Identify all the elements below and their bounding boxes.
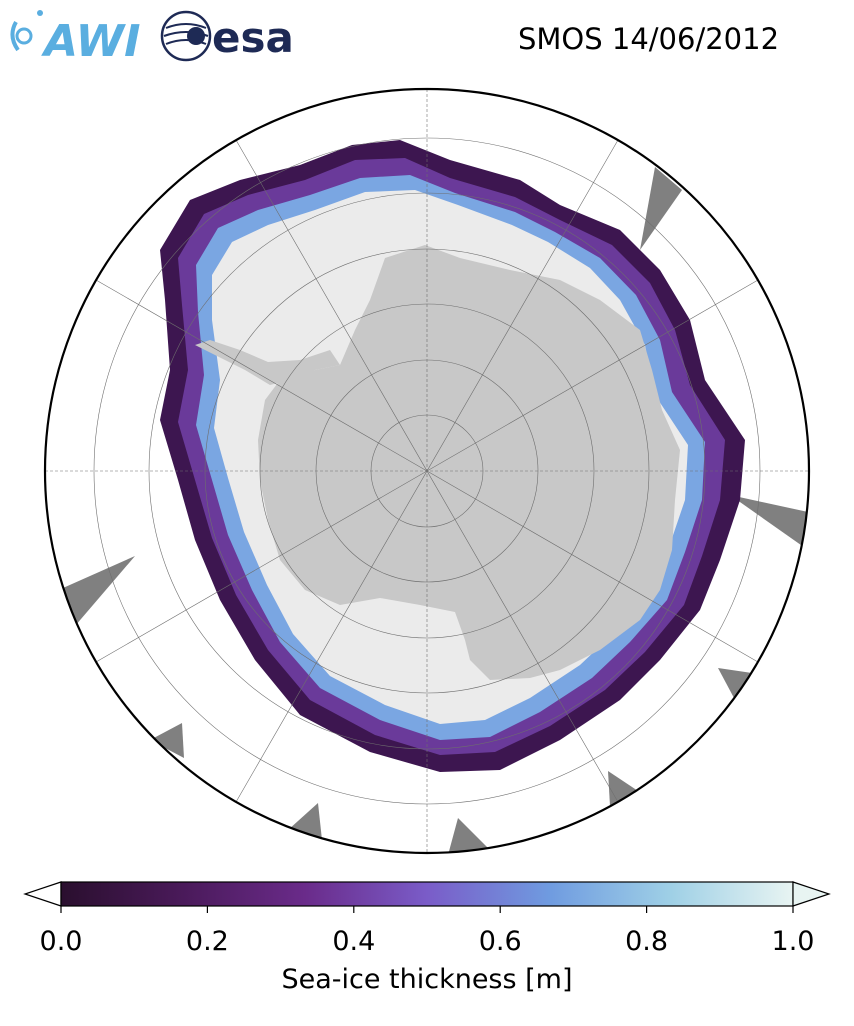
awi-logo: AWI xyxy=(10,10,141,64)
awi-wordmark: AWI xyxy=(41,16,141,64)
colorbar-ticks: 0.0 0.2 0.4 0.6 0.8 1.0 xyxy=(40,906,815,957)
antarctica xyxy=(258,245,680,680)
colorbar-gradient xyxy=(60,881,794,907)
esa-globe-icon xyxy=(160,10,212,62)
polar-map xyxy=(43,87,811,855)
colorbar-extend-high xyxy=(792,881,831,907)
esa-logo: esa xyxy=(160,10,294,62)
logos: AWI esa xyxy=(10,10,294,64)
colorbar-tick-label: 1.0 xyxy=(772,926,815,957)
colorbar: 0.0 0.2 0.4 0.6 0.8 1.0 xyxy=(23,881,831,957)
date-title: SMOS 14/06/2012 xyxy=(518,22,780,56)
map-boundary xyxy=(43,87,811,855)
antarctic-peninsula xyxy=(195,340,340,385)
satellite-icon xyxy=(10,10,43,52)
graticule xyxy=(45,89,809,853)
colorbar-tick-label: 0.6 xyxy=(479,926,522,957)
colorbar-tick-label: 0.0 xyxy=(40,926,83,957)
colorbar-extend-low xyxy=(23,881,62,907)
colorbar-label: Sea-ice thickness [m] xyxy=(281,964,573,995)
colorbar-tick-label: 0.2 xyxy=(186,926,229,957)
colorbar-tick-label: 0.8 xyxy=(625,926,668,957)
esa-wordmark: esa xyxy=(212,13,294,62)
colorbar-tick-label: 0.4 xyxy=(332,926,375,957)
